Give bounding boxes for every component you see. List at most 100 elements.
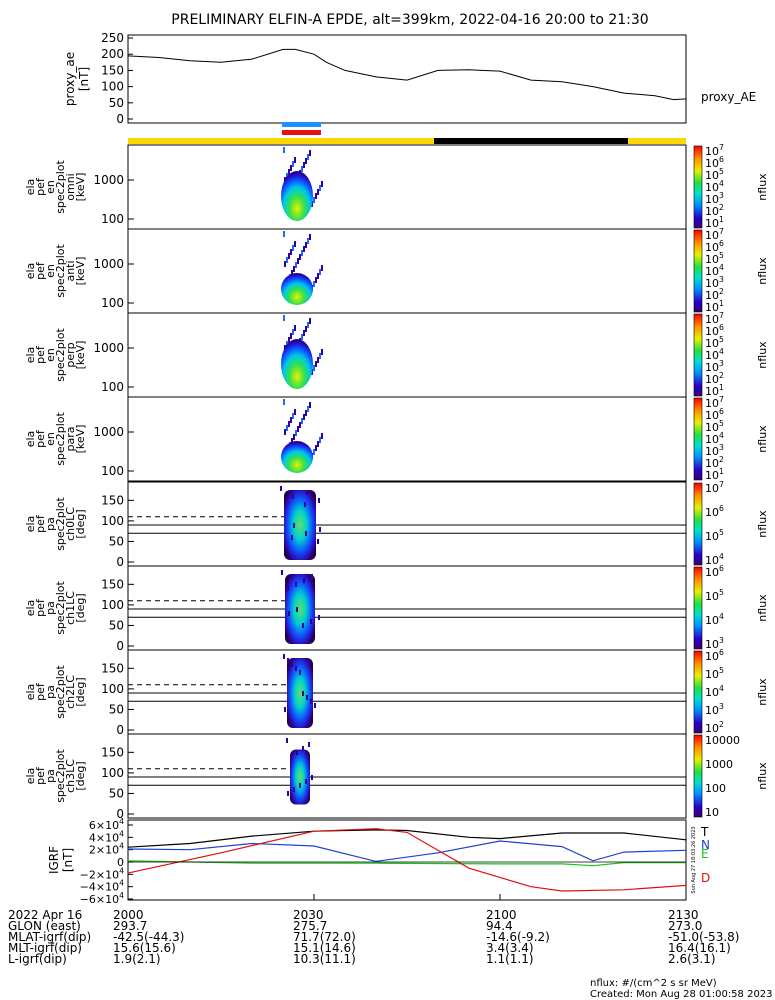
- footer-row-value: 1.1(1.1): [486, 952, 534, 966]
- colorbar-tick-label: 107: [705, 311, 724, 326]
- footer-row-label: GLON (east): [8, 919, 81, 933]
- colorbar-tick-label: 10: [705, 806, 719, 819]
- science-zone-bar-red: [282, 130, 321, 135]
- proxy-ae-ylabel-2: [nT]: [77, 67, 91, 91]
- panel-ytick-label: 100: [101, 380, 124, 394]
- colorbar-scale: [693, 313, 703, 397]
- panel-ylabel: en: [44, 264, 57, 278]
- flux-speckle: [291, 270, 293, 276]
- colorbar-tick-label: 106: [705, 648, 724, 663]
- panel-ytick-label: 0: [116, 723, 124, 737]
- flux-speckle: [299, 670, 301, 675]
- panel-ylabel: ela: [24, 263, 37, 280]
- footer-row-label: L-igrf(dip): [8, 952, 67, 966]
- footer-row-value: 2100: [486, 908, 517, 922]
- panel-ylabel: para: [64, 427, 77, 452]
- figure-title: PRELIMINARY ELFIN-A EPDE, alt=399km, 202…: [171, 12, 648, 28]
- flux-speckle: [307, 154, 309, 160]
- flux-speckle: [319, 527, 321, 532]
- footer-row-value: 10.3(11.1): [293, 952, 356, 966]
- panel-ylabel: ela: [24, 431, 37, 448]
- footer-row-value: -42.5(-44.3): [113, 930, 185, 944]
- panel-ylabel: spec2plot: [54, 328, 67, 382]
- flux-blob: [281, 171, 313, 221]
- panel-ylabel: spec2plot: [54, 497, 67, 551]
- flux-speckle: [295, 430, 297, 436]
- panel-ylabel: perp: [64, 342, 77, 367]
- flux-speckle: [283, 654, 285, 659]
- proxy-ae-ytick-label: 200: [101, 47, 124, 61]
- flux-speckle: [301, 418, 303, 424]
- igrf-ytick-label: 6×104: [89, 817, 124, 832]
- flux-speckle: [293, 266, 295, 272]
- colorbar-label: nflux: [756, 510, 769, 538]
- flux-speckle: [283, 399, 285, 405]
- colorbar-tick-label: 104: [705, 612, 724, 627]
- colorbar-label: nflux: [756, 762, 769, 790]
- flux-speckle: [297, 426, 299, 432]
- panel-ytick-label: 0: [116, 639, 124, 653]
- panel-ytick-label: 50: [109, 702, 124, 716]
- flux-speckle: [315, 445, 317, 451]
- colorbar-tick-label: 102: [705, 287, 724, 302]
- panel-ylabel: pa: [44, 601, 57, 615]
- flux-speckle: [296, 607, 298, 612]
- colorbar-tick-label: 107: [705, 227, 724, 242]
- panel-ylabel: ch3LC: [64, 759, 77, 793]
- flux-speckle: [305, 158, 307, 164]
- igrf-line-D: [127, 828, 687, 892]
- panel-ylabel: pa: [44, 685, 57, 699]
- created-note: Created: Mon Aug 28 01:00:58 2023: [590, 989, 773, 1000]
- flux-speckle: [321, 265, 323, 271]
- panel-ylabel: pef: [34, 177, 47, 196]
- flux-speckle: [290, 165, 292, 171]
- flux-speckle: [288, 253, 290, 259]
- flux-speckle: [294, 325, 296, 331]
- colorbar-tick-label: 103: [705, 702, 724, 717]
- colorbar-tick-label: 103: [705, 636, 724, 651]
- panel-frame: [127, 733, 687, 819]
- flux-speckle: [292, 161, 294, 167]
- footer-row: 2022 Apr 16 2000 2030 2100 2130: [8, 908, 708, 922]
- flux-speckle: [305, 410, 307, 416]
- flux-speckle: [319, 437, 321, 443]
- panel-ylabel: en: [44, 348, 57, 362]
- colorbar-label: nflux: [756, 173, 769, 201]
- igrf-line-N: [127, 840, 687, 863]
- colorbar-tick-label: 107: [705, 395, 724, 410]
- flux-speckle: [286, 341, 288, 347]
- panel-frame: [127, 144, 687, 230]
- colorbar-tick-label: 101: [705, 215, 724, 230]
- flux-speckle: [280, 486, 282, 491]
- igrf-ylabel-2: [nT]: [61, 848, 75, 872]
- pitch-angle-flux: [290, 749, 310, 805]
- flux-speckle: [317, 441, 319, 447]
- colorbar-tick-label: 106: [705, 323, 724, 338]
- igrf-legend-D: D: [701, 871, 710, 885]
- panel-ylabel: [keV]: [74, 257, 87, 286]
- panel-ytick-label: 150: [101, 577, 124, 591]
- flux-speckle: [304, 502, 306, 507]
- igrf-ytick-label: 0: [117, 856, 124, 869]
- panel-frame: [127, 312, 687, 398]
- flux-speckle: [313, 197, 315, 203]
- colorbar-tick-label: 104: [705, 263, 724, 278]
- panel-ytick-label: 150: [101, 493, 124, 507]
- igrf-timestamp: Sun Aug 27 18:03:26 2023: [691, 826, 697, 893]
- flux-speckle: [308, 742, 310, 747]
- flux-speckle: [309, 150, 311, 156]
- flux-speckle: [281, 570, 283, 575]
- panel-ytick-label: 100: [101, 296, 124, 310]
- panel-ytick-label: 100: [101, 464, 124, 478]
- colorbar: 106 105 104 103 102 nflux: [693, 648, 769, 735]
- colorbar-tick-label: 1000: [705, 758, 733, 771]
- footer-row-value: 2130: [668, 908, 699, 922]
- flux-speckle: [309, 234, 311, 240]
- colorbar-label: nflux: [756, 341, 769, 369]
- flux-speckle: [291, 662, 293, 667]
- flux-speckle: [319, 353, 321, 359]
